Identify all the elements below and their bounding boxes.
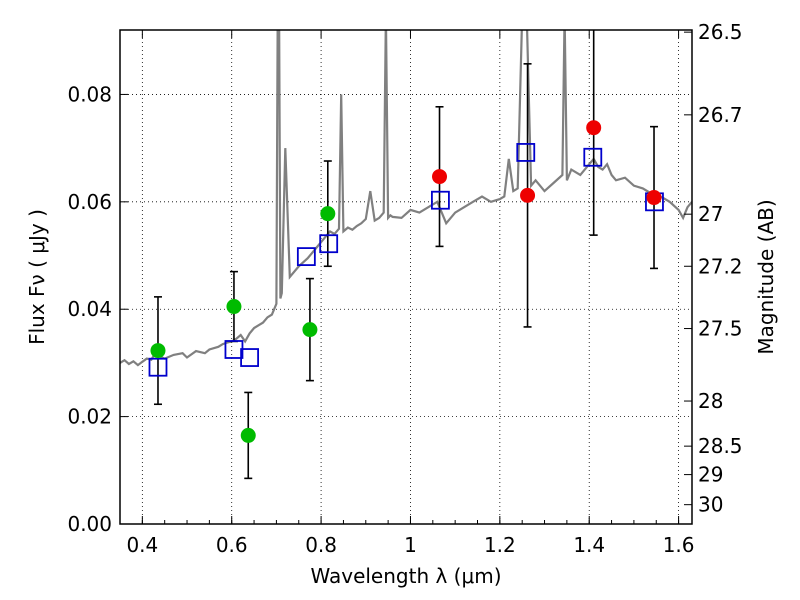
ticks-layer [119, 30, 692, 525]
right-tick-label: 26.5 [698, 20, 743, 44]
model-square-marker [319, 234, 339, 254]
model-square-marker [224, 340, 244, 359]
model-square-marker [148, 357, 168, 377]
model-square-marker [296, 247, 316, 266]
nir-flux-point [520, 187, 536, 203]
optical-flux-point [302, 322, 318, 338]
y-tick-label: 0.00 [67, 512, 112, 536]
right-tick-label: 29 [698, 463, 723, 487]
observed-points-layer [150, 120, 662, 443]
model-square-marker [583, 147, 603, 167]
optical-flux-point [226, 299, 242, 315]
right-y-axis-label: Magnitude (AB) [754, 199, 778, 354]
right-tick-label: 26.7 [698, 103, 743, 127]
y-tick-label: 0.06 [67, 190, 112, 214]
model-square-marker [431, 190, 450, 210]
y-tick-label: 0.08 [67, 82, 112, 106]
x-tick-label: 1.4 [573, 533, 605, 557]
y-tick-label: 0.04 [67, 297, 112, 321]
gridlines [120, 30, 692, 525]
right-tick-label: 30 [698, 493, 723, 517]
model-square-marker [240, 348, 259, 367]
errorbars-layer [153, 30, 659, 480]
plot-frame [119, 29, 693, 525]
optical-flux-point [320, 206, 336, 222]
x-tick-label: 1.6 [663, 533, 695, 557]
template-spectrum-line [120, 30, 692, 367]
right-tick-label: 27.5 [698, 317, 743, 341]
right-tick-label: 27 [698, 202, 723, 226]
x-axis-label: Wavelength λ (μm) [310, 564, 501, 588]
right-tick-label: 28 [698, 389, 723, 413]
nir-flux-point [586, 120, 602, 136]
tick-labels-layer: 0.4 0.6 0.8 1 1.2 1.4 1.6 0.00 0.02 0.04 0.06 0.08 2… [67, 20, 742, 557]
nir-flux-point [646, 190, 662, 206]
optical-flux-point [240, 427, 256, 443]
y-axis-label: Flux Fν ( μJy ) [25, 209, 49, 345]
right-tick-label: 27.2 [698, 254, 743, 278]
x-tick-label: 0.8 [305, 533, 337, 557]
x-tick-label: 0.4 [126, 533, 158, 557]
optical-flux-point [150, 343, 166, 359]
model-square-marker [516, 143, 536, 162]
nir-flux-point [432, 169, 448, 185]
x-tick-label: 1 [404, 533, 417, 557]
x-tick-label: 0.6 [216, 533, 248, 557]
right-tick-label: 28.5 [698, 434, 743, 458]
model-squares-layer [148, 143, 664, 377]
template-spectrum-layer [120, 30, 692, 367]
x-tick-label: 1.2 [484, 533, 516, 557]
y-tick-label: 0.02 [67, 405, 112, 429]
